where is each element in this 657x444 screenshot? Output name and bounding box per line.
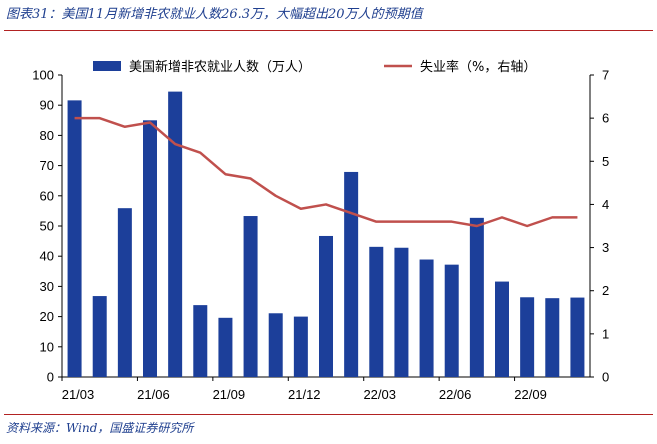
- right-y-tick-label: 5: [602, 154, 609, 169]
- chart-title: 图表31：美国11月新增非农就业人数26.3万，大幅超出20万人的预期值: [6, 7, 423, 22]
- x-tick-label: 22/06: [439, 387, 472, 402]
- legend-bar-swatch: [93, 61, 121, 71]
- bar: [268, 313, 283, 377]
- left-y-tick-label: 80: [40, 128, 54, 143]
- x-tick-label: 22/03: [363, 387, 396, 402]
- left-y-tick-label: 100: [32, 68, 54, 83]
- left-y-tick-label: 40: [40, 249, 54, 264]
- x-tick-label: 21/12: [288, 387, 321, 402]
- x-tick-label: 21/09: [213, 387, 246, 402]
- bar: [293, 316, 308, 377]
- legend-line-label: 失业率（%，右轴）: [420, 59, 536, 75]
- left-y-tick-label: 70: [40, 158, 54, 173]
- bar: [243, 216, 258, 377]
- right-y-tick-label: 2: [602, 283, 609, 298]
- bar: [545, 298, 560, 377]
- right-y-tick-label: 0: [602, 370, 609, 385]
- top-divider: [4, 30, 653, 31]
- left-y-tick-label: 20: [40, 309, 54, 324]
- left-y-tick-label: 10: [40, 339, 54, 354]
- bar: [495, 281, 509, 377]
- right-y-tick-label: 3: [602, 240, 609, 255]
- left-y-tick-label: 30: [40, 279, 54, 294]
- x-tick-label: 21/06: [137, 387, 170, 402]
- unemployment-line: [74, 116, 578, 228]
- bar: [444, 264, 459, 377]
- bar: [319, 235, 333, 377]
- left-y-tick-label: 50: [40, 219, 54, 234]
- bar: [469, 217, 484, 377]
- right-y-tick-label: 7: [602, 68, 609, 83]
- bar: [419, 259, 434, 377]
- right-y-tick-label: 1: [602, 326, 609, 341]
- legend-bar-label: 美国新增非农就业人数（万人）: [129, 59, 311, 75]
- left-y-tick-label: 90: [40, 98, 54, 113]
- bar: [520, 297, 535, 377]
- bottom-divider: [4, 414, 653, 415]
- bar: [344, 171, 359, 377]
- bar: [570, 297, 585, 377]
- bar: [218, 317, 233, 377]
- source-note: 资料来源：Wind，国盛证券研究所: [6, 421, 194, 435]
- x-tick-label: 22/09: [514, 387, 547, 402]
- bar: [168, 91, 183, 378]
- left-y-tick-label: 60: [40, 188, 54, 203]
- x-tick-label: 21/03: [62, 387, 95, 402]
- bar: [369, 246, 384, 377]
- bar: [193, 305, 208, 377]
- bar: [394, 247, 409, 377]
- bar: [92, 296, 107, 377]
- right-y-tick-label: 4: [602, 197, 609, 212]
- bar: [67, 100, 82, 378]
- bar: [143, 120, 157, 378]
- left-y-tick-label: 0: [47, 370, 54, 385]
- bar: [117, 208, 132, 377]
- right-y-tick-label: 6: [602, 111, 609, 126]
